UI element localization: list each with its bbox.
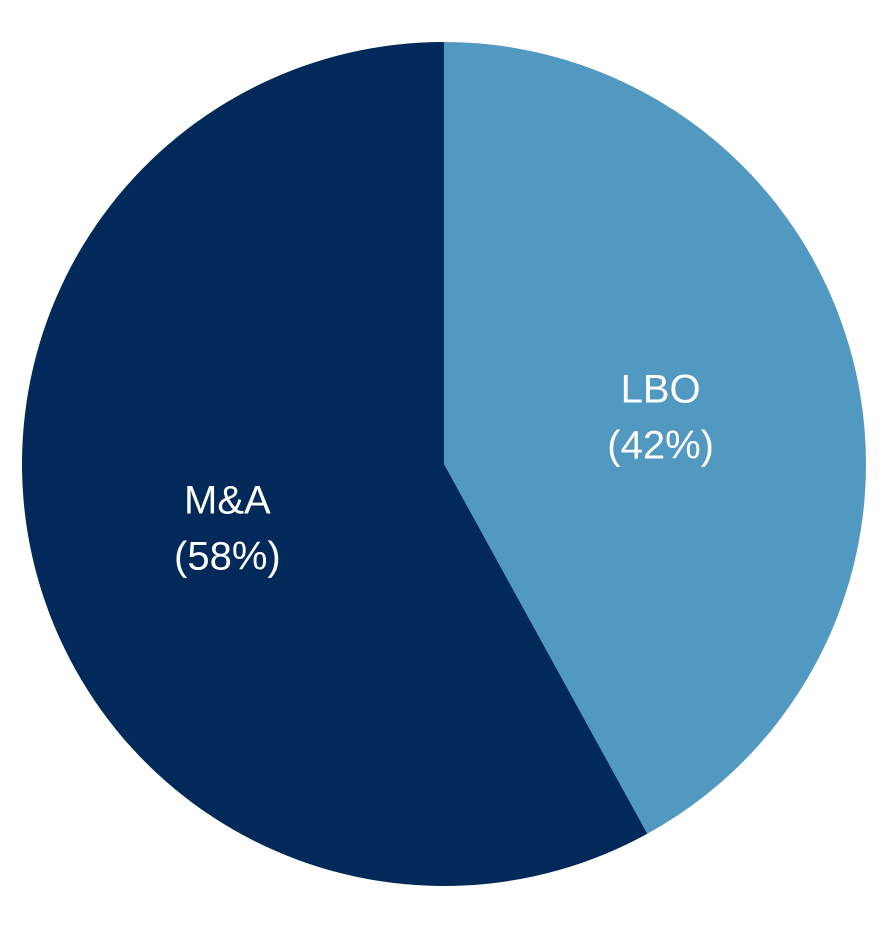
pie-labels: LBO (42%) M&A (58%) — [174, 367, 714, 578]
pie-slices — [22, 42, 866, 886]
slice-label-lbo: LBO — [621, 367, 701, 411]
pie-slice-lbo — [444, 42, 866, 834]
slice-value-label-lbo: (42%) — [607, 423, 714, 467]
pie-slice-m-a — [22, 42, 648, 886]
slice-value-label-m-a: (58%) — [174, 535, 281, 579]
slice-label-m-a: M&A — [184, 479, 271, 523]
